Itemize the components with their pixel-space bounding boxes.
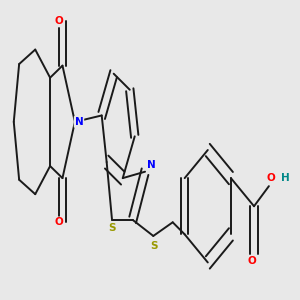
Text: S: S: [108, 223, 116, 233]
Text: O: O: [248, 256, 256, 266]
Text: N: N: [75, 117, 83, 127]
Text: S: S: [150, 241, 158, 250]
Text: O: O: [55, 217, 64, 227]
Text: O: O: [55, 16, 64, 26]
Text: N: N: [147, 160, 156, 170]
Text: O: O: [267, 173, 275, 183]
Text: H: H: [281, 173, 290, 183]
